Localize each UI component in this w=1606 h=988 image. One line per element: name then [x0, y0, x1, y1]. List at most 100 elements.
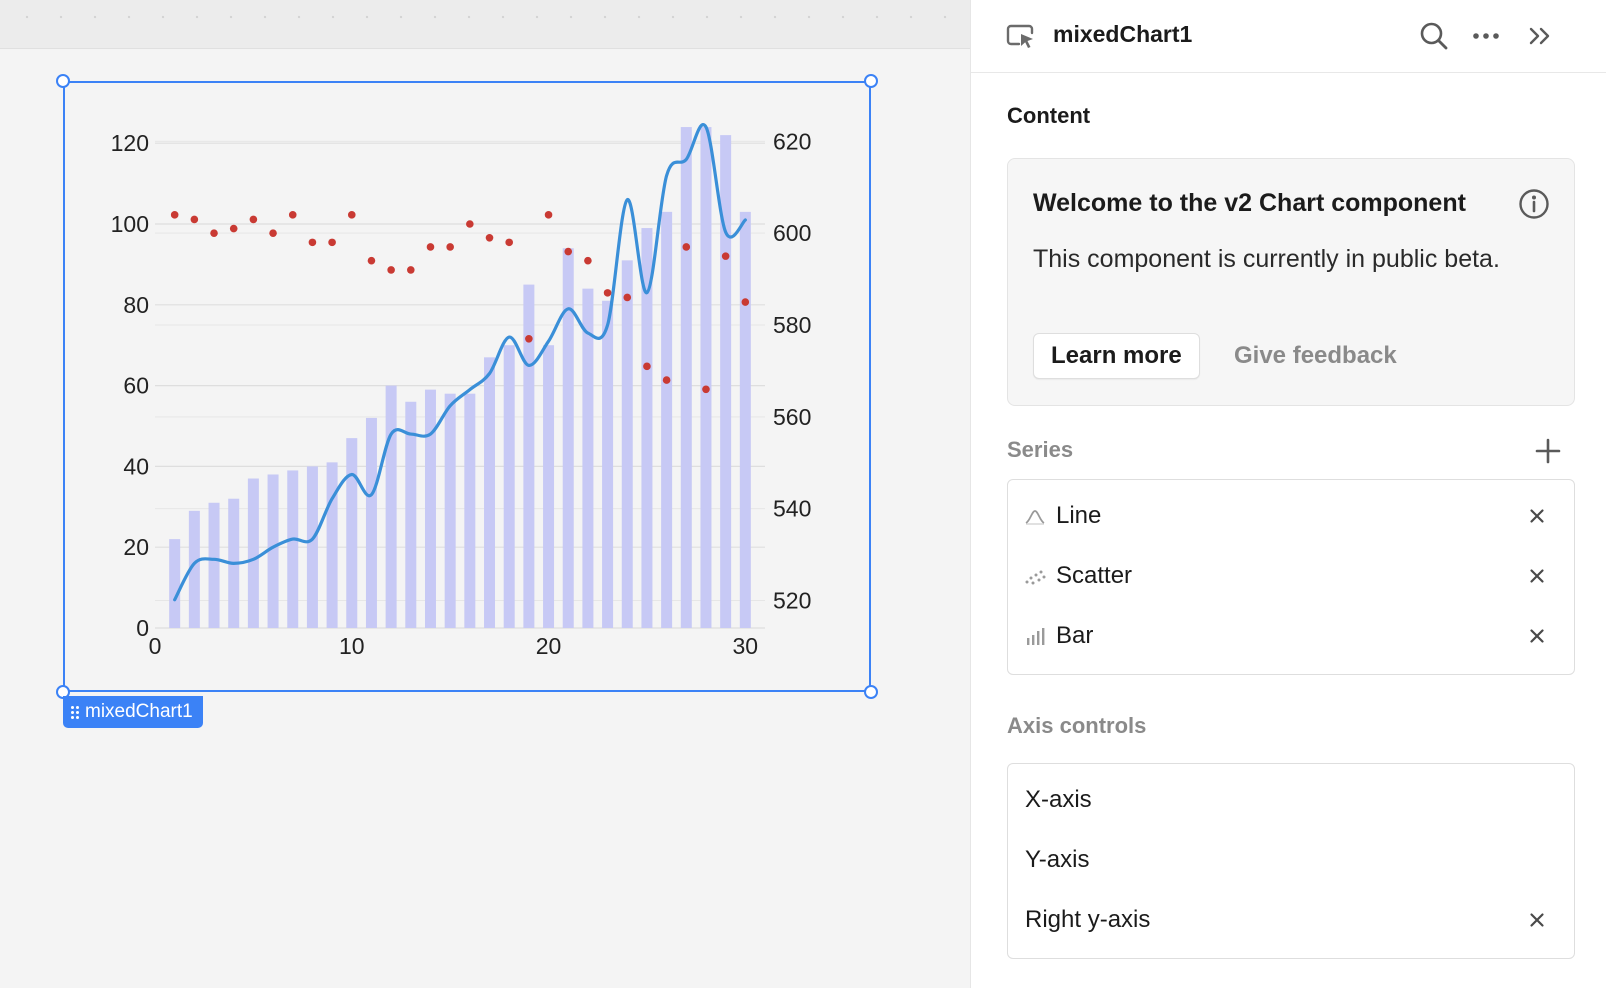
search-button[interactable] — [1416, 18, 1452, 54]
bar-series — [169, 127, 751, 629]
scatter-point — [623, 293, 632, 302]
bar — [661, 211, 673, 628]
x-axis-tick-label: 30 — [733, 633, 759, 659]
bar — [464, 393, 476, 628]
inspector-panel: mixedChart1 Content Welcome to the v2 Ch… — [970, 0, 1606, 988]
bar — [267, 474, 279, 628]
component-name-tag[interactable]: mixedChart1 — [63, 696, 203, 728]
bar — [621, 260, 633, 628]
canvas[interactable]: 0 20 40 60 80 100 120 520 540 560 580 600 620 0 10 20 30… — [0, 0, 970, 988]
remove-series-button[interactable] — [1526, 565, 1548, 587]
collapse-panel-button[interactable] — [1522, 18, 1558, 54]
axis-controls-list: X-axis Y-axis Right y-axis — [1007, 763, 1575, 959]
mixed-chart: 0 20 40 60 80 100 120 520 540 560 580 600 620 0 10 20 30 — [111, 123, 811, 659]
axis-item-label: Y-axis — [1025, 846, 1090, 873]
mixed-chart-component[interactable]: 0 20 40 60 80 100 120 520 540 560 580 600 620 0 10 20 30 — [63, 81, 871, 692]
bar — [739, 211, 751, 628]
series-item-scatter[interactable]: Scatter — [1008, 546, 1574, 606]
learn-more-button[interactable]: Learn more — [1033, 333, 1200, 379]
scatter-point — [485, 233, 494, 242]
axis-item-right-y[interactable]: Right y-axis — [1008, 890, 1574, 950]
inspector-header: mixedChart1 — [971, 0, 1606, 73]
y-axis-tick-label: 60 — [123, 373, 149, 399]
canvas-top-strip — [0, 0, 970, 49]
y-axis-tick-label: 80 — [123, 292, 149, 318]
x-axis-tick-label: 0 — [149, 633, 162, 659]
drag-handle-icon[interactable] — [71, 705, 79, 719]
resize-handle-top-left[interactable] — [56, 74, 70, 88]
bar — [365, 417, 377, 628]
remove-series-button[interactable] — [1526, 505, 1548, 527]
component-title: mixedChart1 — [1053, 21, 1193, 47]
bar — [385, 385, 397, 628]
series-item-line[interactable]: Line — [1008, 486, 1574, 546]
bar — [169, 539, 181, 628]
bar-chart-icon — [1027, 628, 1045, 645]
scatter-point — [525, 334, 533, 343]
more-options-button[interactable] — [1468, 18, 1504, 54]
bar — [680, 127, 692, 628]
bar — [562, 248, 574, 629]
bar — [602, 300, 614, 628]
right-y-axis-tick-label: 540 — [773, 496, 811, 522]
scatter-point — [702, 385, 710, 394]
bar — [405, 401, 417, 628]
plus-icon — [1535, 438, 1561, 464]
scatter-point — [564, 247, 573, 256]
component-name-label: mixedChart1 — [85, 701, 193, 722]
close-icon — [1530, 569, 1544, 583]
bar — [700, 127, 712, 628]
axis-controls-section-label: Axis controls — [1007, 713, 1147, 738]
axis-item-label: Right y-axis — [1025, 906, 1151, 933]
beta-notice-card: Welcome to the v2 Chart component This c… — [1007, 158, 1575, 406]
info-icon[interactable] — [1518, 188, 1550, 220]
bar — [582, 288, 594, 628]
bar — [247, 478, 259, 628]
scatter-point — [210, 229, 218, 237]
close-icon — [1530, 913, 1544, 927]
series-item-bar[interactable]: Bar — [1008, 606, 1574, 666]
series-item-label: Bar — [1056, 622, 1094, 649]
scatter-point — [643, 362, 651, 371]
beta-notice-title: Welcome to the v2 Chart component — [1033, 189, 1466, 217]
scatter-point — [249, 215, 258, 224]
resize-handle-top-right[interactable] — [864, 74, 878, 88]
component-select-icon — [1006, 24, 1034, 48]
bar — [326, 462, 338, 628]
remove-axis-button[interactable] — [1526, 909, 1548, 931]
chevrons-right-icon — [1529, 27, 1550, 45]
resize-handle-bottom-right[interactable] — [864, 685, 878, 699]
remove-series-button[interactable] — [1526, 625, 1548, 647]
x-axis-tick-label: 20 — [536, 633, 562, 659]
series-section-label: Series — [1007, 437, 1074, 462]
search-icon — [1420, 22, 1448, 50]
axis-item-x[interactable]: X-axis — [1008, 770, 1574, 830]
scatter-point — [466, 220, 474, 228]
scatter-point — [288, 211, 297, 219]
scatter-point — [426, 243, 435, 251]
y-axis-tick-label: 120 — [111, 130, 149, 156]
y-axis-tick-label: 0 — [136, 615, 149, 641]
scatter-point — [505, 238, 513, 247]
series-list: Line Scatter — [1007, 479, 1575, 675]
scatter-point — [603, 289, 612, 297]
right-y-axis-tick-label: 520 — [773, 587, 811, 613]
give-feedback-button[interactable]: Give feedback — [1234, 342, 1397, 369]
bar — [484, 357, 496, 628]
beta-notice-body: This component is currently in public be… — [1033, 245, 1500, 273]
y-axis-tick-label: 20 — [123, 534, 149, 560]
close-icon — [1530, 629, 1544, 643]
bar — [306, 466, 318, 628]
right-y-axis-tick-label: 620 — [773, 128, 811, 154]
axis-item-y[interactable]: Y-axis — [1008, 830, 1574, 890]
bar — [641, 228, 653, 629]
scatter-point — [662, 376, 671, 384]
scatter-point — [170, 211, 179, 219]
line-series-path — [173, 123, 747, 602]
scatter-series — [170, 211, 750, 394]
bar — [188, 510, 200, 628]
right-y-axis-tick-label: 600 — [773, 220, 811, 246]
add-series-button[interactable] — [1533, 436, 1563, 466]
scatter-point — [328, 238, 336, 247]
bar — [444, 393, 456, 628]
